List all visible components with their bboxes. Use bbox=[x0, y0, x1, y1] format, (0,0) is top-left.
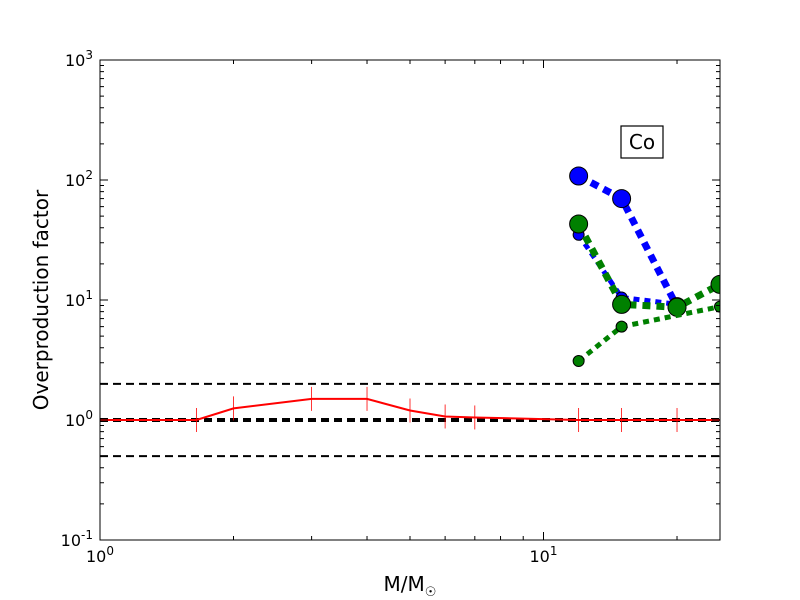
series-0 bbox=[100, 386, 720, 432]
y-tick-label-2: 101 bbox=[65, 288, 93, 310]
axis-ticks bbox=[99, 59, 720, 541]
y-tick-label-3: 102 bbox=[65, 168, 93, 190]
y-tick-label-0-base: 10 bbox=[61, 531, 81, 550]
x-tick-label-0-exp: 0 bbox=[106, 544, 114, 558]
annotation-box: Co bbox=[620, 125, 664, 159]
x-tick-label-0-base: 10 bbox=[86, 547, 106, 566]
series-3-line bbox=[575, 222, 720, 311]
y-tick-label-1: 100 bbox=[65, 408, 93, 430]
y-axis-label: Overproduction factor bbox=[29, 189, 53, 410]
y-tick-label-3-base: 10 bbox=[65, 171, 85, 190]
y-tick-label-4-base: 10 bbox=[65, 51, 85, 70]
series-1-point-1 bbox=[612, 189, 632, 209]
x-tick-labels: 100 101 bbox=[86, 544, 558, 566]
series-0-line bbox=[100, 397, 720, 421]
series-4-point-0 bbox=[572, 355, 585, 368]
series-3 bbox=[569, 214, 720, 317]
x-axis-label-text: M/M bbox=[384, 572, 425, 596]
x-axis-label-symbol: ☉ bbox=[425, 585, 437, 600]
y-tick-label-0-exp: -1 bbox=[81, 528, 93, 542]
x-tick-label-1: 101 bbox=[530, 544, 558, 566]
data-series bbox=[100, 166, 720, 432]
y-tick-label-3-exp: 2 bbox=[85, 168, 93, 182]
series-3-point-0 bbox=[569, 214, 589, 234]
y-tick-label-4-exp: 3 bbox=[85, 48, 93, 62]
y-tick-label-2-base: 10 bbox=[65, 291, 85, 310]
series-4-point-1 bbox=[615, 320, 628, 333]
series-1-point-0 bbox=[569, 166, 589, 186]
y-tick-label-1-base: 10 bbox=[65, 411, 85, 430]
y-tick-label-2-exp: 1 bbox=[85, 288, 93, 302]
y-tick-label-1-exp: 0 bbox=[85, 408, 93, 422]
annotation-label: Co bbox=[629, 130, 655, 154]
series-3-point-3 bbox=[710, 274, 720, 294]
x-tick-label-1-base: 10 bbox=[530, 547, 550, 566]
x-tick-label-1-exp: 1 bbox=[550, 544, 558, 558]
y-tick-label-0: 10-1 bbox=[61, 528, 93, 550]
y-tick-label-4: 103 bbox=[65, 48, 93, 70]
series-4-point-2 bbox=[714, 300, 720, 313]
x-axis-label: M/M☉ bbox=[384, 572, 437, 600]
series-3-point-1 bbox=[612, 294, 632, 314]
series-4 bbox=[572, 300, 720, 368]
x-tick-label-0: 100 bbox=[86, 544, 114, 566]
